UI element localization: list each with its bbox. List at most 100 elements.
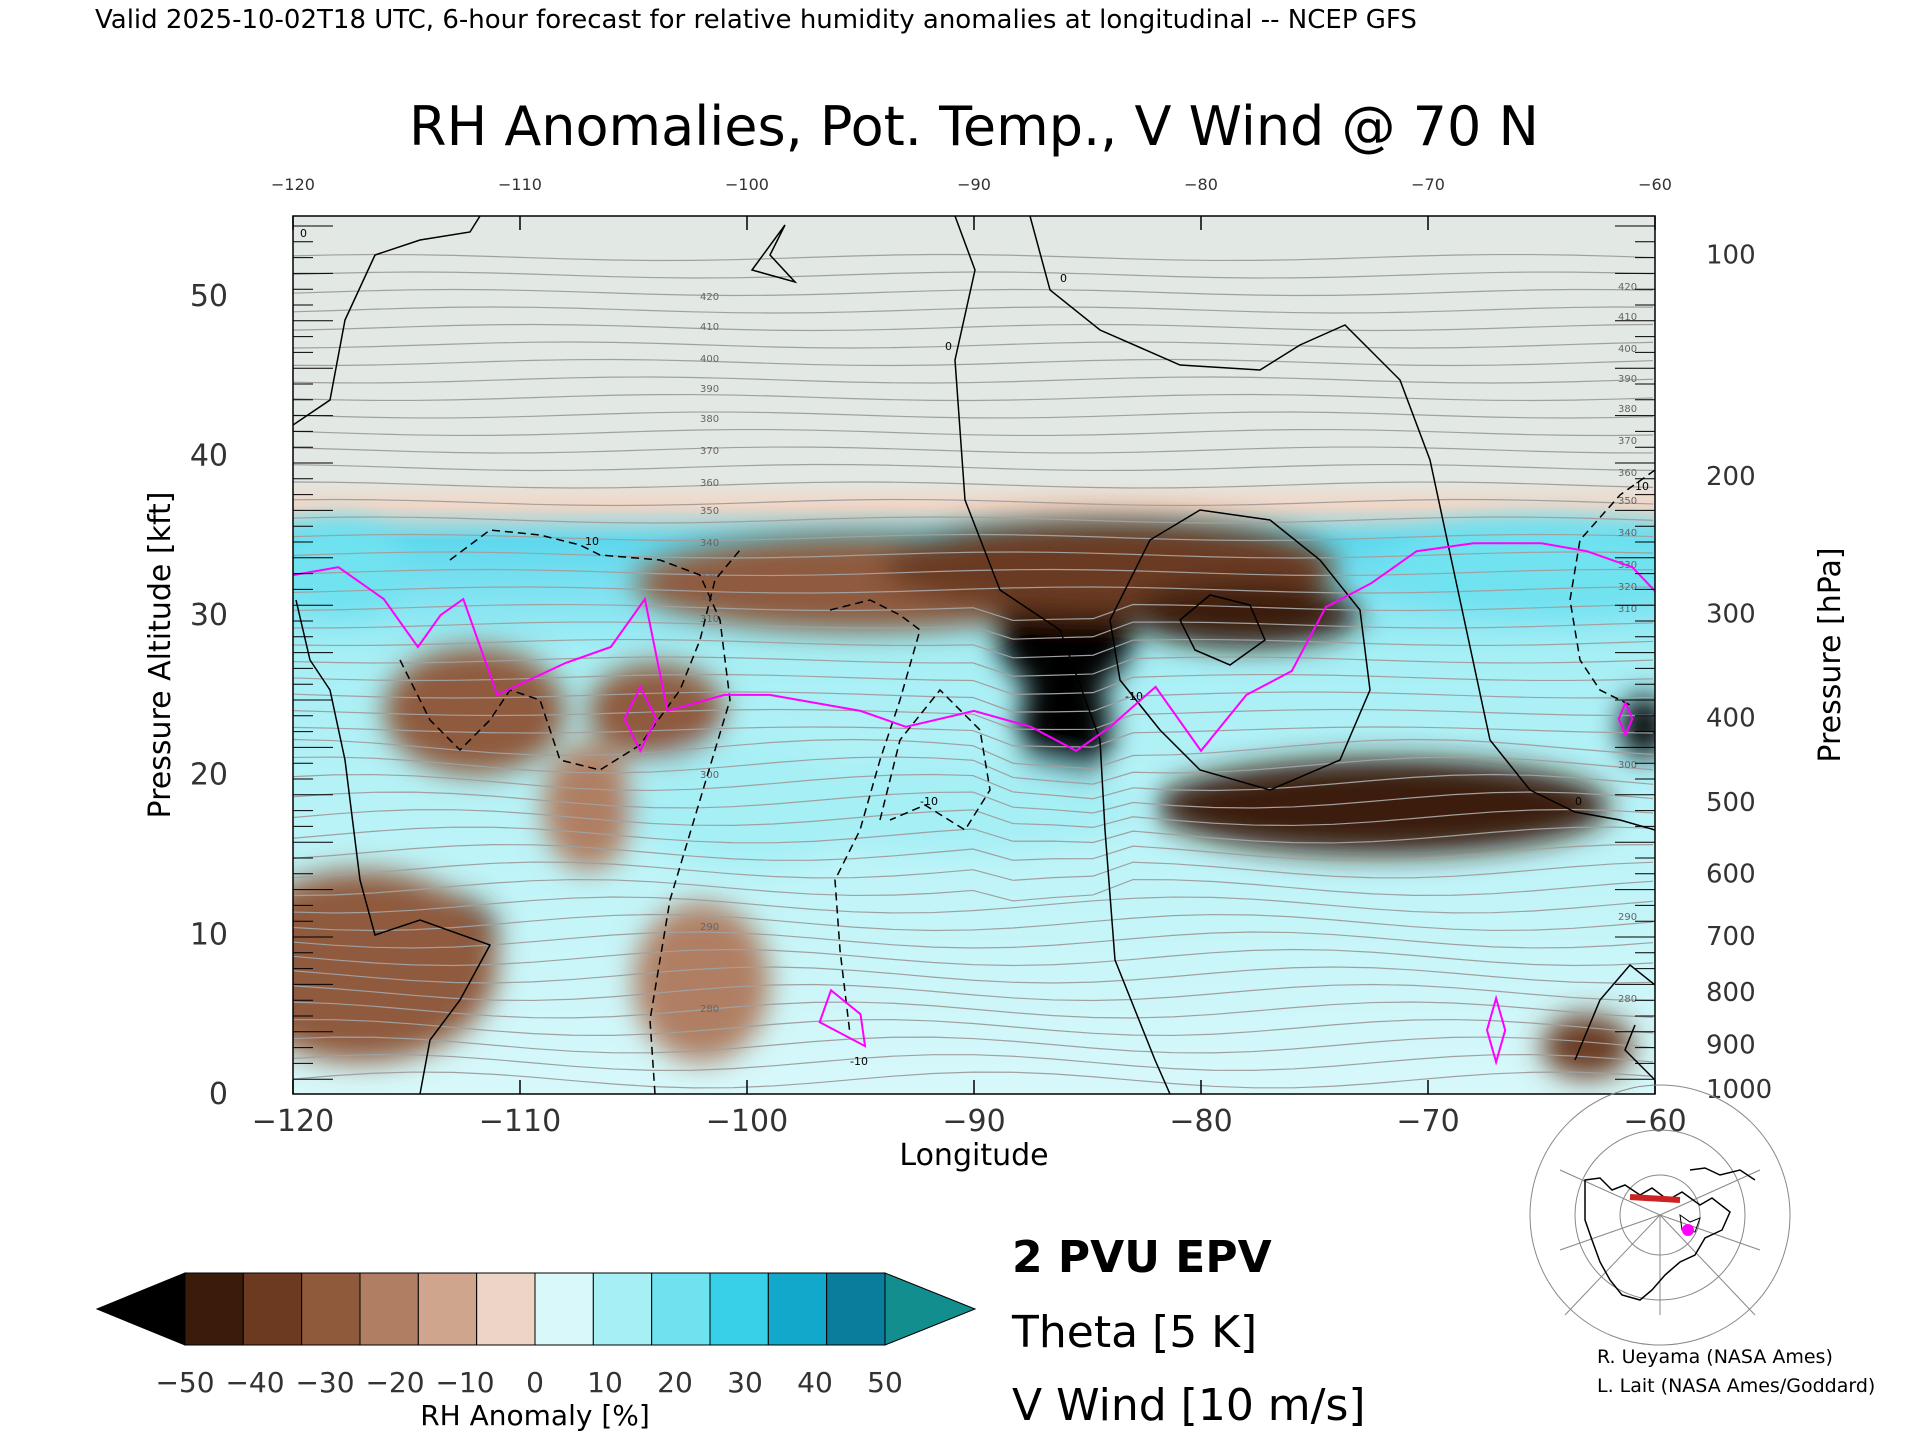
pressure-tick-label-5: 600 (1706, 860, 1756, 890)
theta-line-20 (293, 726, 1654, 748)
rh-anomaly-cell-3 (542, 742, 634, 871)
colorbar-swatch-2 (301, 1272, 361, 1346)
theta-contours: 420 420 410 410 400 400 390 390 380 380 370 370 360 3… (293, 253, 1654, 1089)
theta-line-40 (293, 376, 1654, 384)
colorbar-swatch-11 (826, 1272, 886, 1346)
v-wind-label-8: -10 (850, 1055, 868, 1068)
colorbar-tick-3: −20 (365, 1366, 424, 1399)
colorbar-swatch-3 (359, 1272, 419, 1346)
pressure-tick-label-1: 200 (1706, 462, 1756, 492)
x-axis-label: Longitude (899, 1138, 1048, 1173)
theta-line-9 (293, 913, 1654, 932)
epv-closed-contour-1 (818, 988, 867, 1048)
colorbar-tick-6: 10 (587, 1366, 623, 1399)
pressure-tick-label-0: 100 (1706, 240, 1756, 270)
theta-line-31 (293, 533, 1654, 542)
theta-line-32 (293, 516, 1654, 524)
theta-label-right-2: 400 (1618, 344, 1637, 355)
v-wind-label-2: 0 (945, 340, 952, 353)
theta-line-34 (293, 481, 1654, 489)
pressure-tick-label-9: 1000 (1706, 1075, 1772, 1105)
v-wind-label-4: -10 (1125, 690, 1143, 703)
v-wind-contour-13 (1569, 469, 1655, 706)
theta-label-left-8: 340 (700, 538, 719, 549)
theta-line-23 (293, 673, 1654, 695)
theta-line-46 (293, 271, 1654, 279)
colorbar-tick-1: −40 (225, 1366, 284, 1399)
pressure-tick-label-8: 900 (1706, 1031, 1756, 1061)
colorbar-swatch-10 (767, 1272, 828, 1346)
y-tick-label-4: 40 (190, 438, 228, 473)
y-axis-label: Pressure Altitude [kft] (143, 492, 178, 819)
theta-line-37 (293, 428, 1654, 437)
colorbar-tick-9: 40 (797, 1366, 833, 1399)
rh-anomaly-cell-15 (1382, 519, 1655, 616)
theta-label-right-10: 320 (1618, 582, 1637, 593)
v-wind-contour-0 (293, 216, 481, 426)
theta-line-21 (293, 708, 1654, 731)
theta-line-3 (293, 1018, 1654, 1037)
colorbar-swatch-1 (242, 1272, 303, 1346)
theta-label-right-11: 310 (1618, 604, 1637, 615)
theta-label-left-12: 300 (700, 770, 719, 781)
rh-anomaly-cell-5 (633, 902, 770, 1063)
v-wind-contours: 0 0 0 10 -10 -10 0 10 -10 (293, 216, 1655, 1094)
colorbar-swatch-7 (592, 1272, 653, 1346)
theta-line-42 (293, 341, 1654, 349)
epv-2pvu-contour (293, 542, 1655, 1066)
theta-label-right-4: 380 (1618, 404, 1637, 415)
y-tick-label-3: 30 (190, 598, 228, 633)
theta-line-4 (293, 1001, 1654, 1019)
rh-anomaly-cell-10 (1132, 583, 1360, 648)
epv-line (293, 542, 1655, 753)
y2-axis-label: Pressure [hPa] (1813, 547, 1848, 762)
v-wind-contour-5 (1179, 594, 1266, 666)
theta-line-35 (293, 463, 1654, 472)
rh-anomaly-cell-12 (1541, 1014, 1633, 1079)
x-top-tick-label-6: −60 (1638, 175, 1672, 194)
colorbar: −50 −40 −30 −20 −10 0 10 20 30 40 50 (95, 1272, 977, 1399)
pressure-tick-label-3: 400 (1706, 703, 1756, 733)
pressure-tick-label-4: 500 (1706, 788, 1756, 818)
epv-closed-contour-0 (623, 684, 658, 754)
v-wind-label-5: -10 (920, 795, 938, 808)
theta-label-left-9: 330 (700, 570, 719, 581)
cross-section-route (1629, 1194, 1681, 1203)
theta-label-right-13: 290 (1618, 912, 1637, 923)
pressure-tick-label-2: 300 (1706, 599, 1756, 629)
theta-label-right-5: 370 (1618, 436, 1637, 447)
pressure-tick-label-6: 700 (1706, 922, 1756, 952)
theta-label-left-6: 360 (700, 478, 719, 489)
theta-label-left-2: 400 (700, 354, 719, 365)
epv-closed-contour-2 (1485, 994, 1507, 1066)
rh-anomaly-cell-2 (383, 647, 566, 775)
x-tick-label-6: −60 (1623, 1104, 1686, 1139)
theta-line-29 (293, 568, 1654, 577)
theta-line-44 (293, 306, 1654, 314)
theta-line-14 (293, 826, 1654, 844)
theta-line-24 (293, 656, 1654, 677)
y-tick-label-5: 50 (190, 279, 228, 314)
theta-label-left-11: 310 (700, 614, 719, 625)
x-tick-label-1: −110 (479, 1104, 561, 1139)
y-tick-label-2: 20 (190, 758, 228, 793)
chart-title: RH Anomalies, Pot. Temp., V Wind @ 70 N (409, 95, 1539, 158)
v-wind-contour-9 (399, 549, 741, 771)
v-wind-contour-7 (1574, 963, 1655, 1061)
v-wind-label-3: 10 (585, 535, 599, 548)
colorbar-swatch-4 (417, 1272, 478, 1346)
theta-label-left-5: 370 (700, 446, 719, 457)
theta-line-26 (293, 621, 1654, 640)
v-wind-contour-8 (1624, 1024, 1655, 1081)
v-wind-contour-3 (1029, 216, 1655, 831)
theta-label-right-14: 280 (1618, 994, 1637, 1005)
theta-line-1 (293, 1053, 1654, 1071)
colorbar-label: RH Anomaly [%] (420, 1399, 650, 1432)
colorbar-tick-10: 50 (867, 1366, 903, 1399)
theta-line-5 (293, 983, 1654, 1002)
colorbar-swatch-0 (184, 1272, 244, 1346)
location-inset-map (1529, 1084, 1791, 1346)
epv-closed-contour-3 (1617, 700, 1634, 738)
colorbar-swatch-8 (651, 1272, 711, 1346)
x-top-tick-label-1: −110 (498, 175, 542, 194)
